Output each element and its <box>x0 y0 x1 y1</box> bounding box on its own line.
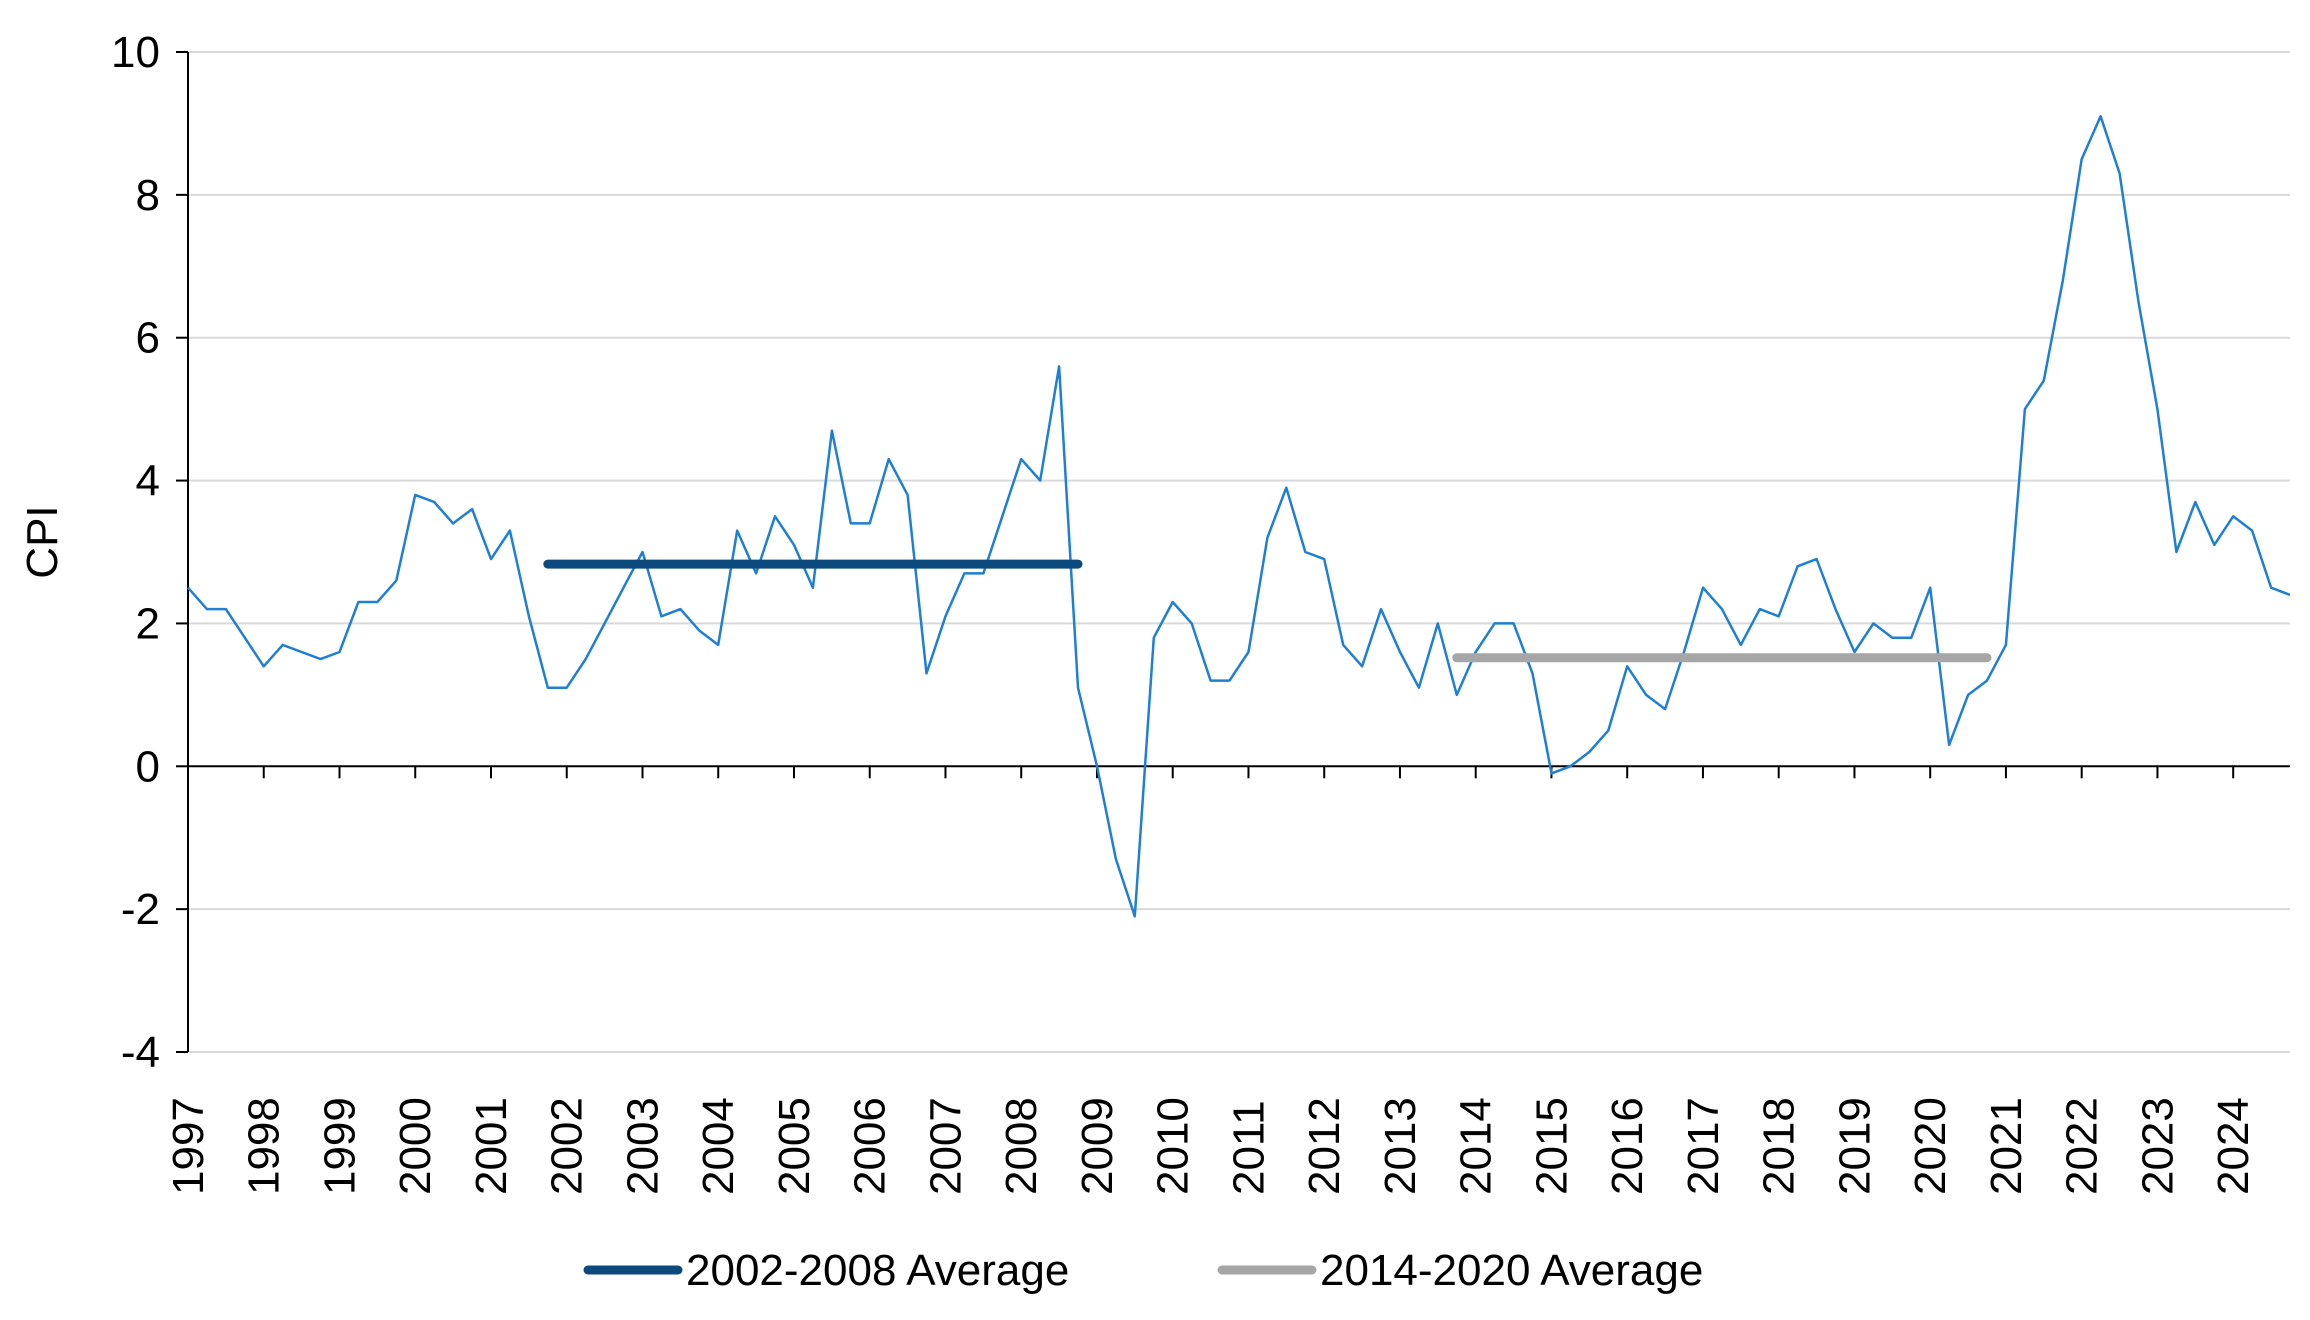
cpi-series-line <box>187 115 2291 918</box>
gridlines <box>176 51 2290 1053</box>
x-tick-label: 2001 <box>467 1097 516 1195</box>
axes <box>187 52 2290 1052</box>
x-tick-label: 2019 <box>1830 1097 1879 1195</box>
x-tick-label: 2012 <box>1300 1097 1349 1195</box>
x-tick-label: 2015 <box>1527 1097 1576 1195</box>
x-tick-label: 2017 <box>1679 1097 1728 1195</box>
legend-label-0: 2002-2008 Average <box>686 1246 1069 1295</box>
y-tick-label: 10 <box>111 28 160 77</box>
x-tick-label: 2007 <box>921 1097 970 1195</box>
x-tick-label: 2022 <box>2058 1097 2107 1195</box>
x-tick-label: 1997 <box>164 1097 213 1195</box>
x-tick-label: 2000 <box>391 1097 440 1195</box>
x-tick-label: 2006 <box>846 1097 895 1195</box>
x-tick-label: 2014 <box>1452 1097 1501 1195</box>
x-tick-label: 2003 <box>618 1097 667 1195</box>
x-tick-label: 2010 <box>1149 1097 1198 1195</box>
y-tick-label: 6 <box>136 314 160 363</box>
y-tick-labels: -4 -2 0 2 4 6 8 10 <box>111 28 160 1077</box>
x-tick-label: 2013 <box>1376 1097 1425 1195</box>
x-tick-label: 1999 <box>315 1097 364 1195</box>
x-tick-label: 2004 <box>694 1097 743 1195</box>
y-tick-label: 2 <box>136 599 160 648</box>
x-tick-label: 2009 <box>1073 1097 1122 1195</box>
x-tick-label: 2024 <box>2209 1097 2258 1195</box>
y-tick-label: 4 <box>136 457 160 506</box>
x-tick-label: 2008 <box>997 1097 1046 1195</box>
x-tick-label: 2016 <box>1603 1097 1652 1195</box>
x-tick-label: 2002 <box>543 1097 592 1195</box>
y-tick-label: 8 <box>136 171 160 220</box>
x-tick-labels: 1997 1998 1999 2000 2001 2002 2003 2004 2005 2006… <box>164 766 2258 1195</box>
x-tick-label: 2023 <box>2133 1097 2182 1195</box>
x-tick-label: 1998 <box>240 1097 289 1195</box>
y-tick-label: -2 <box>121 885 160 934</box>
x-tick-label: 2021 <box>1982 1097 2031 1195</box>
x-tick-label: 2020 <box>1906 1097 1955 1195</box>
x-tick-label: 2011 <box>1224 1100 1273 1195</box>
legend: 2002-2008 Average 2014-2020 Average <box>583 1246 1703 1295</box>
y-tick-label: -4 <box>121 1028 160 1077</box>
series-lines <box>187 115 2291 918</box>
x-tick-label: 2018 <box>1755 1097 1804 1195</box>
legend-label-1: 2014-2020 Average <box>1320 1246 1703 1295</box>
y-tick-label: 0 <box>136 742 160 791</box>
y-axis-title: CPI <box>18 505 67 578</box>
x-tick-label: 2005 <box>770 1097 819 1195</box>
